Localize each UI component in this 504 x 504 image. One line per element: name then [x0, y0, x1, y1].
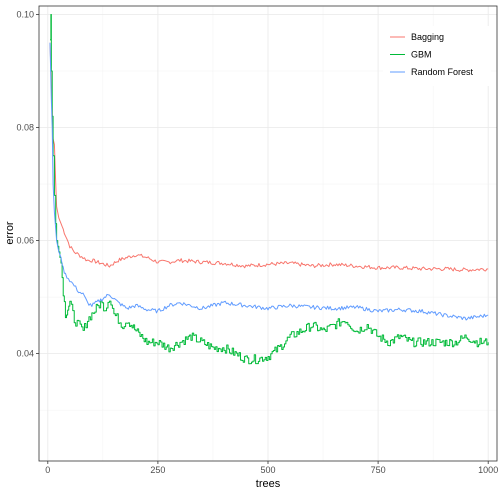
legend-label: GBM: [411, 50, 432, 60]
y-axis: 0.04 0.06 0.08 0.10: [16, 9, 39, 359]
legend-label: Bagging: [411, 32, 444, 42]
series-line-gbm: [50, 13, 489, 365]
y-tick-label: 0.06: [16, 236, 34, 246]
x-tick-label: 750: [371, 465, 386, 475]
x-axis: 0 250 500 750 1000: [45, 461, 498, 475]
x-tick-label: 250: [150, 465, 165, 475]
y-tick-label: 0.08: [16, 123, 34, 133]
y-axis-title: error: [4, 221, 16, 245]
x-tick-label: 0: [45, 465, 50, 475]
series-lines: [49, 13, 489, 365]
grid-major: [39, 6, 497, 461]
y-tick-label: 0.10: [16, 9, 34, 19]
x-axis-title: trees: [256, 478, 281, 490]
x-tick-label: 500: [260, 465, 275, 475]
legend-box: [383, 26, 491, 86]
legend-label: Random Forest: [411, 67, 474, 77]
series-line-random-forest: [49, 42, 489, 321]
legend: Bagging GBM Random Forest: [383, 26, 491, 86]
y-tick-label: 0.04: [16, 349, 34, 359]
series-line-bagging: [49, 42, 489, 273]
x-tick-label: 1000: [478, 465, 498, 475]
